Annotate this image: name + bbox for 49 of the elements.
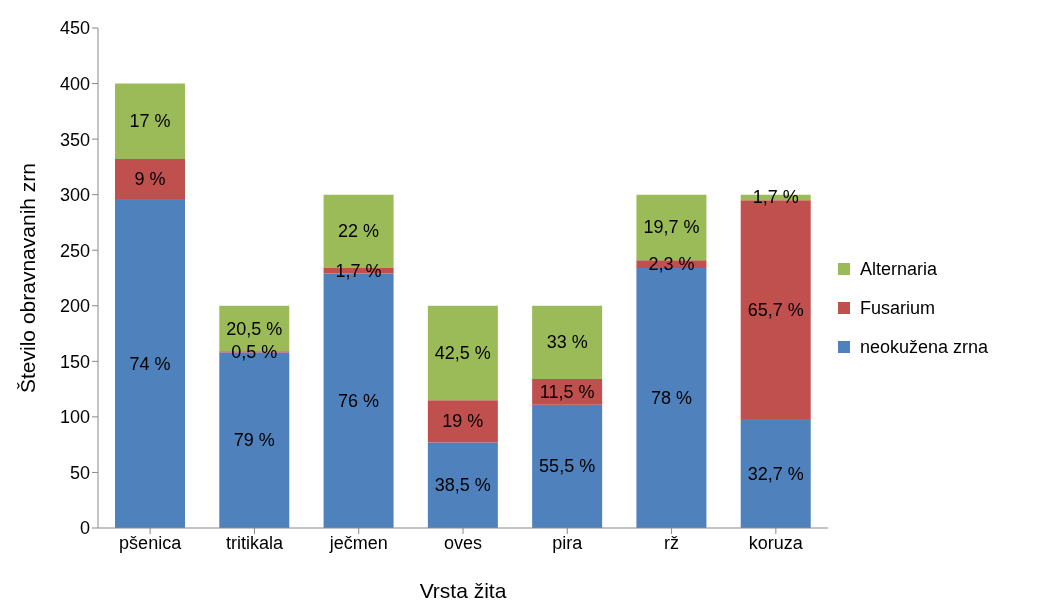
x-tick-label: koruza [748,532,804,553]
bar [427,442,498,528]
bar [115,83,185,160]
annotation: 38,5 % [434,475,491,496]
annotation: 20,5 % [226,318,283,339]
annotation: 9 % [134,169,166,190]
legend-label: neokužena zrna [860,336,989,358]
annotation: 74 % [129,353,171,374]
annotation: 17 % [129,111,171,132]
bar [115,199,185,528]
annotation: 19,7 % [643,217,700,238]
y-tick-label: 150 [59,351,90,372]
annotation: 19 % [442,411,484,432]
annotation: 76 % [338,390,380,411]
x-tick-label: pira [552,532,584,553]
annotation: 33 % [546,332,588,353]
bar [532,404,603,528]
bar [532,305,603,380]
x-tick-label: tritikala [225,532,284,553]
annotation: 55,5 % [539,456,596,477]
y-tick-label: 50 [69,462,90,483]
bar [115,159,185,200]
x-tick-label: oves [443,532,483,553]
bar [740,419,811,528]
x-tick-label: ječmen [328,532,388,553]
y-tick-label: 250 [59,240,90,261]
y-tick-label: 400 [59,73,90,94]
annotation: 42,5 % [434,343,491,363]
y-tick-label: 300 [59,185,90,206]
annotation: 32,7 % [747,463,804,484]
y-tick-label: 200 [59,296,90,317]
x-axis-title: Vrsta žita [419,579,507,602]
y-tick-label: 450 [59,18,90,39]
legend-label: Fusarium [860,297,936,319]
x-tick-label: rž [664,532,680,553]
bar [427,305,498,401]
y-tick-label: 0 [79,518,90,539]
y-tick-label: 100 [59,407,90,428]
x-tick-label: pšenica [119,532,183,553]
annotation: 22 % [338,221,380,242]
annotation: 0,5 % [231,341,278,362]
annotation: 65,7 % [747,299,804,320]
annotation: 78 % [650,388,692,408]
annotation: 79 % [233,430,275,451]
annotation: 11,5 % [539,381,595,402]
y-tick-label: 350 [59,129,90,150]
legend-label: Alternaria [860,258,938,280]
bar [427,400,498,443]
y-axis-title: Število obravnavanih zrn [16,163,40,393]
